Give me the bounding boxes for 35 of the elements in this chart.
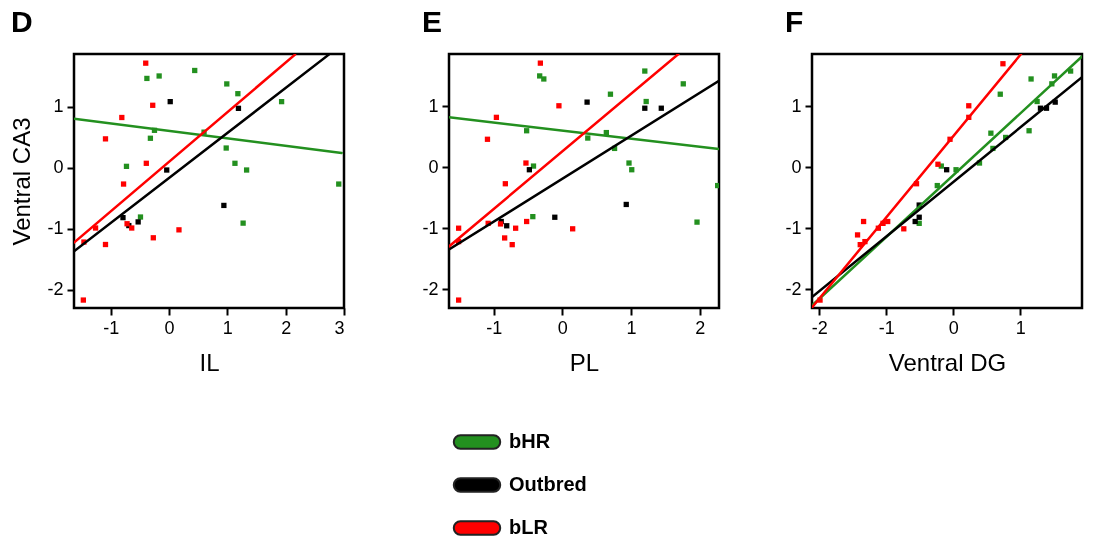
y-tick-label: 0 <box>791 156 802 177</box>
x-tick-label: -1 <box>103 317 120 338</box>
x-tick-label: 1 <box>1015 317 1026 338</box>
y-tick-label: 0 <box>428 156 439 177</box>
y-tick-label: -2 <box>422 278 439 299</box>
x-axis-title: IL <box>199 348 220 376</box>
y-tick-label: 1 <box>53 96 64 117</box>
y-tick-label: -1 <box>422 217 439 238</box>
x-tick-label: 2 <box>281 317 292 338</box>
legend-label: bHR <box>509 430 551 452</box>
y-tick-label: -1 <box>785 217 802 238</box>
x-axis-title: PL <box>569 348 600 376</box>
y-tick-label: -2 <box>47 279 64 300</box>
x-tick-label: 0 <box>557 317 568 338</box>
chart-title: D <box>11 5 33 38</box>
legend-label: bLR <box>509 516 549 538</box>
legend-label: Outbred <box>509 473 587 495</box>
x-tick-label: 0 <box>948 317 959 338</box>
x-tick-label: 3 <box>334 317 345 338</box>
x-tick-label: 2 <box>695 317 706 338</box>
y-tick-label: 1 <box>791 95 802 116</box>
x-tick-label: 1 <box>222 317 233 338</box>
y-tick-label: 0 <box>53 157 64 178</box>
chart-title: F <box>785 5 804 38</box>
y-tick-label: -1 <box>47 218 64 239</box>
x-tick-label: -1 <box>878 317 895 338</box>
y-tick-label: -2 <box>785 278 802 299</box>
x-tick-label: 0 <box>164 317 175 338</box>
y-axis-title: Ventral CA3 <box>8 117 36 246</box>
x-tick-label: -1 <box>486 317 503 338</box>
x-tick-label: -2 <box>811 317 828 338</box>
x-tick-label: 1 <box>626 317 637 338</box>
y-tick-label: 1 <box>428 95 439 116</box>
chart-title: E <box>422 5 443 38</box>
x-axis-title: Ventral DG <box>888 348 1007 376</box>
